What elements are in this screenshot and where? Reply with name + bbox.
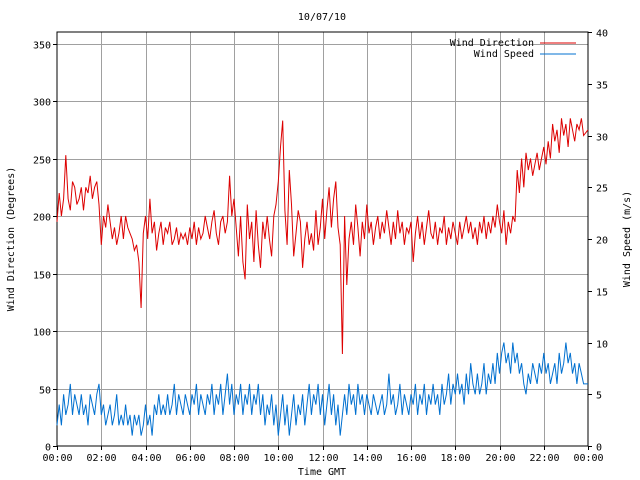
series-layer [56,118,589,436]
y-left-tick-label: 150 [33,271,51,282]
x-tick-label: 08:00 [219,453,249,464]
legend-label-wind-direction: Wind Direction [450,38,534,49]
y-axis-label-left: Wind Direction (Degrees) [6,167,17,312]
legend-label-wind-speed: Wind Speed [474,49,534,60]
x-tick-label: 00:00 [42,453,72,464]
y-right-tick-label: 20 [596,236,608,247]
y-axis-label-right: Wind Speed (m/s) [622,191,633,287]
ticks-layer: 00:00 02:00 04:00 06:00 08:00 10:00 12:00 14:00… [33,29,608,465]
y-left-tick-label: 300 [33,98,51,109]
x-tick-label: 18:00 [440,453,470,464]
y-right-tick-label: 10 [596,340,608,351]
y-right-tick-label: 5 [596,391,602,402]
y-left-tick-label: 50 [39,386,51,397]
plot-frame [56,31,589,447]
x-tick-label: 20:00 [485,453,515,464]
y-left-tick-label: 100 [33,328,51,339]
x-tick-label: 00:00 [573,453,603,464]
y-left-tick-label: 350 [33,41,51,52]
y-left-tick-label: 0 [45,443,51,454]
y-right-tick-label: 40 [596,29,608,40]
x-tick-label: 12:00 [308,453,338,464]
y-right-tick-label: 25 [596,184,608,195]
x-tick-label: 02:00 [86,453,116,464]
x-tick-label: 22:00 [529,453,559,464]
y-right-tick-label: 35 [596,81,608,92]
legend: Wind Direction Wind Speed [450,38,576,60]
x-tick-label: 04:00 [131,453,161,464]
grid-layer [57,32,588,446]
series-line-wind-direction [56,118,589,355]
y-left-tick-label: 200 [33,213,51,224]
x-tick-label: 16:00 [396,453,426,464]
x-tick-label: 10:00 [263,453,293,464]
y-left-tick-label: 250 [33,156,51,167]
y-right-tick-label: 15 [596,288,608,299]
x-tick-label: 06:00 [175,453,205,464]
y-right-tick-label: 30 [596,133,608,144]
x-tick-label: 14:00 [352,453,382,464]
series-line-wind-speed [56,342,588,436]
y-right-tick-label: 0 [596,443,602,454]
chart-title: 10/07/10 [298,12,346,23]
x-axis-label: Time GMT [298,467,346,478]
